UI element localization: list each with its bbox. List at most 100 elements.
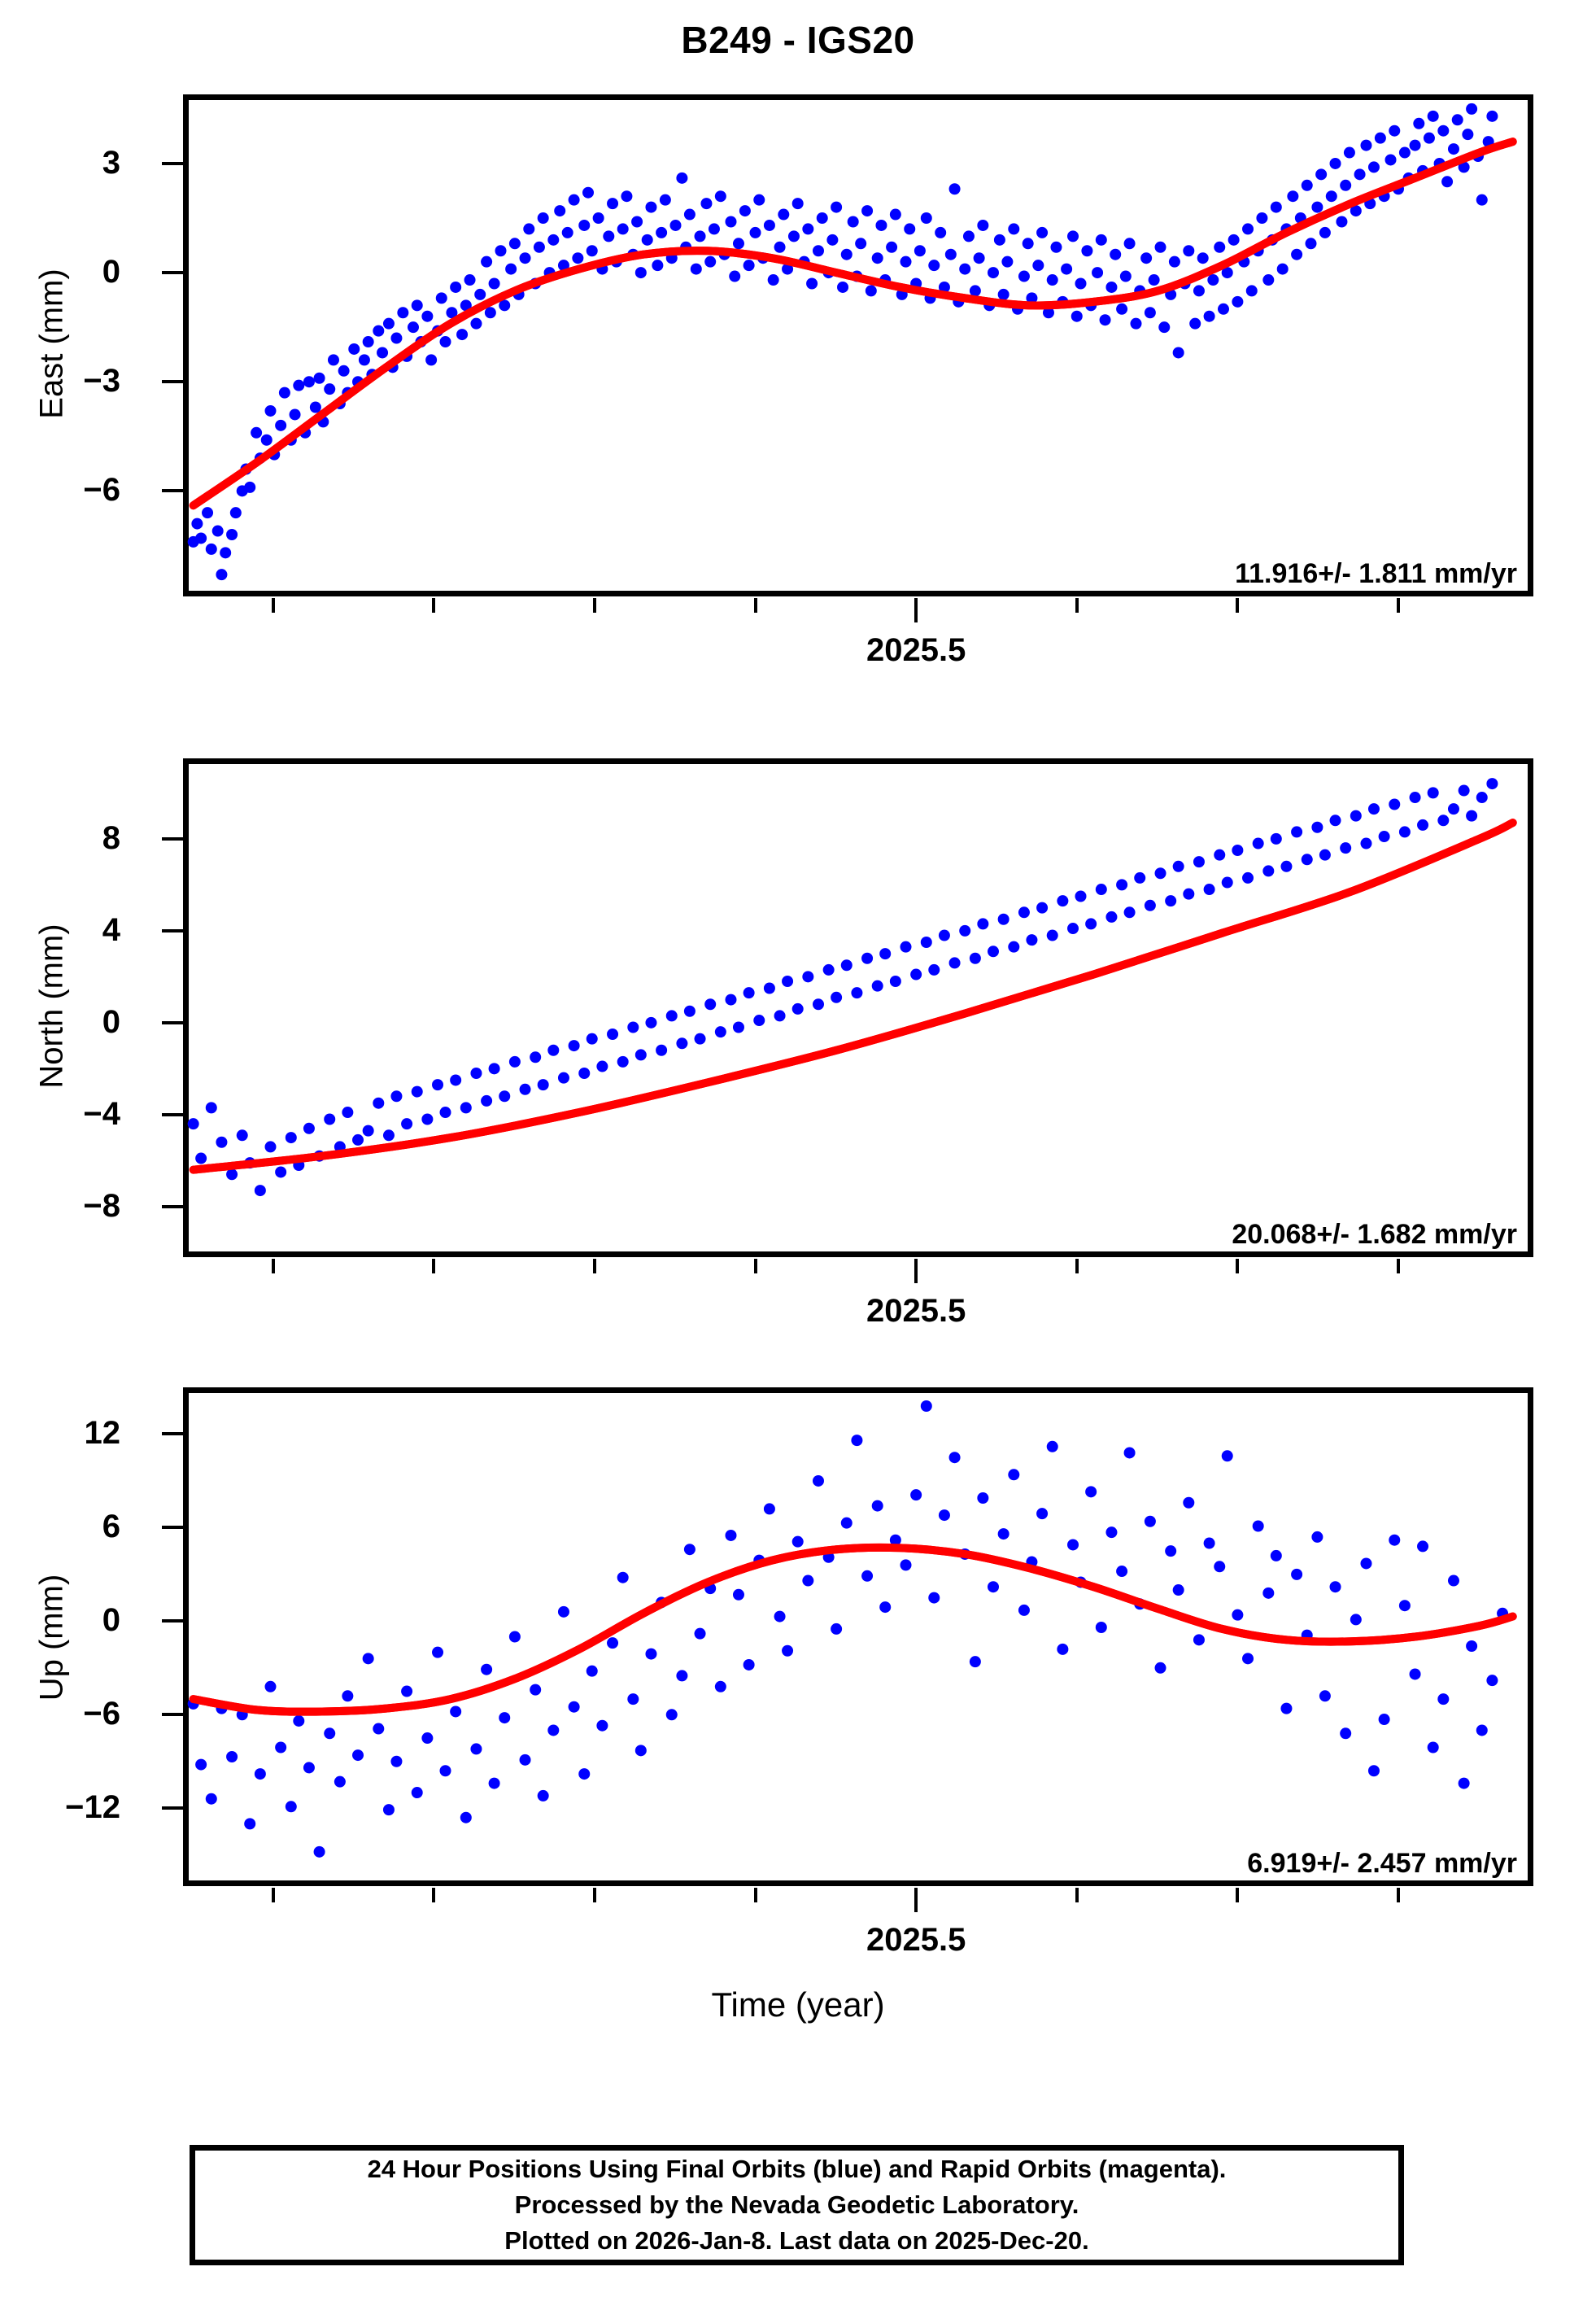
data-point — [1270, 832, 1282, 845]
data-point — [1291, 248, 1303, 260]
data-point-group — [187, 1400, 1509, 1858]
data-point — [533, 241, 545, 253]
data-point — [732, 238, 744, 250]
data-point — [732, 1588, 744, 1601]
data-point — [373, 1097, 385, 1109]
data-point — [1221, 1450, 1233, 1462]
data-point — [1071, 310, 1083, 322]
data-point — [377, 347, 389, 359]
data-point — [656, 1044, 668, 1056]
data-point — [708, 223, 720, 235]
data-point — [537, 212, 549, 225]
data-point — [665, 1010, 678, 1022]
data-point — [254, 1185, 266, 1197]
data-point — [920, 212, 932, 225]
data-point — [582, 186, 594, 199]
data-point — [1203, 1537, 1215, 1549]
data-point — [1232, 295, 1244, 308]
data-point — [1476, 194, 1488, 206]
page-title: B249 - IGS20 — [681, 19, 915, 61]
data-point — [665, 1709, 678, 1721]
data-point — [645, 1016, 657, 1029]
data-point — [324, 383, 336, 395]
data-point — [488, 277, 500, 290]
data-point — [763, 1503, 775, 1515]
data-point — [1378, 1714, 1390, 1726]
data-point — [505, 263, 517, 275]
data-point — [195, 1152, 207, 1164]
data-point — [205, 1102, 217, 1114]
xtick-mark-minor — [753, 1888, 757, 1902]
data-point — [195, 1758, 207, 1771]
data-point — [450, 281, 462, 293]
data-point — [641, 234, 653, 246]
data-point — [348, 343, 360, 355]
data-point — [831, 1622, 843, 1635]
data-point — [969, 285, 981, 297]
xtick-mark-major — [914, 1259, 918, 1283]
ytick-mark — [162, 1112, 183, 1116]
data-point — [676, 1037, 688, 1050]
data-point — [1319, 849, 1331, 861]
data-point — [861, 205, 874, 217]
data-point — [1311, 1531, 1323, 1543]
data-point — [1466, 1640, 1478, 1652]
xtick-mark-minor — [432, 598, 436, 613]
data-point — [659, 194, 671, 206]
data-point — [226, 1751, 238, 1762]
data-point — [226, 528, 238, 540]
ytick-label: −6 — [83, 472, 120, 509]
data-point — [1305, 238, 1317, 250]
data-point — [1214, 1561, 1226, 1573]
xtick-mark-minor — [1075, 1259, 1079, 1273]
data-point — [782, 1644, 794, 1657]
data-point — [627, 1693, 639, 1705]
data-point — [739, 205, 751, 217]
data-point — [1026, 934, 1038, 946]
data-point — [303, 1762, 315, 1774]
data-point — [439, 336, 451, 348]
data-point — [725, 216, 737, 228]
data-point — [900, 941, 912, 953]
data-point — [1319, 1690, 1331, 1702]
data-point — [1280, 860, 1293, 872]
data-point — [714, 190, 726, 203]
data-point — [1050, 241, 1062, 253]
data-point — [634, 267, 647, 279]
xtick-mark-minor — [1075, 598, 1079, 613]
data-point — [519, 1754, 531, 1766]
data-point — [928, 260, 940, 272]
data-point — [278, 387, 290, 399]
data-point — [561, 226, 573, 238]
data-point — [1486, 110, 1498, 122]
data-point — [928, 1592, 940, 1604]
data-point — [1203, 884, 1215, 896]
xtick-mark-minor — [271, 598, 275, 613]
ytick-label: 0 — [102, 1602, 120, 1639]
data-point — [627, 1021, 639, 1033]
data-point — [1067, 923, 1079, 935]
data-point — [244, 1818, 256, 1830]
data-point — [1242, 871, 1254, 884]
data-point — [914, 245, 926, 257]
data-point — [293, 1714, 305, 1727]
data-point — [216, 1136, 228, 1148]
data-point — [617, 223, 629, 235]
data-point — [1193, 285, 1205, 297]
data-point — [251, 426, 263, 439]
data-point — [1437, 124, 1450, 137]
data-point — [1099, 314, 1111, 326]
ytick-label: 6 — [102, 1509, 120, 1545]
data-point — [523, 223, 535, 235]
data-point — [275, 419, 287, 431]
data-point — [1427, 1741, 1439, 1754]
data-point — [969, 1656, 981, 1668]
data-point — [1036, 226, 1049, 238]
data-point — [1476, 1724, 1488, 1736]
data-point — [938, 281, 950, 293]
ytick-label: −4 — [83, 1095, 120, 1132]
caption-line-2: Processed by the Nevada Geodetic Laborat… — [514, 2190, 1079, 2219]
data-point — [791, 1002, 804, 1015]
data-point — [621, 190, 633, 203]
xtick-mark-minor — [432, 1888, 436, 1902]
